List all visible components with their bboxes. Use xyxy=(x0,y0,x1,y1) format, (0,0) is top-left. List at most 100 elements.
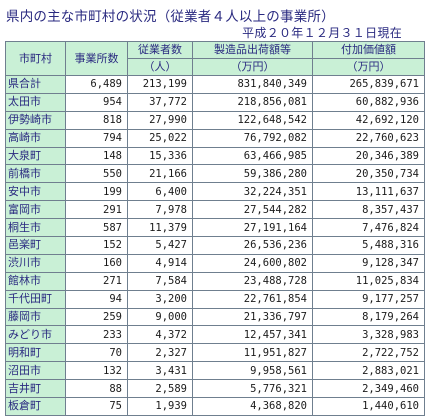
shipments-cell: 22,761,854 xyxy=(192,289,313,309)
employees-cell: 27,990 xyxy=(127,110,193,130)
table-row: 吉井町 88 2,589 5,776,321 2,349,460 xyxy=(5,379,425,399)
shipments-cell: 76,792,082 xyxy=(192,128,313,148)
municipality-name: 渋川市 xyxy=(5,253,66,273)
shipments-cell: 26,536,236 xyxy=(192,236,313,255)
municipality-name: 藤岡市 xyxy=(5,307,66,327)
municipality-name: 桐生市 xyxy=(5,218,66,238)
establishments-cell: 160 xyxy=(65,253,128,273)
municipality-table: 市町村 事業所数 従業者数 製造品出荷額等 付加価値額 （人） （万円） （万円… xyxy=(5,41,425,416)
table-body: 県合計 6,489 213,199 831,840,349 265,839,671 太田市… xyxy=(5,75,425,416)
shipments-cell: 59,386,280 xyxy=(192,164,313,184)
value-added-cell: 9,128,347 xyxy=(312,253,425,273)
employees-cell: 2,327 xyxy=(127,343,193,363)
employees-cell: 4,914 xyxy=(127,253,193,273)
value-added-cell: 1,440,610 xyxy=(312,397,425,416)
municipality-name: 高崎市 xyxy=(5,128,66,148)
employees-cell: 3,431 xyxy=(127,361,193,381)
value-added-cell: 11,025,834 xyxy=(312,271,425,291)
establishments-cell: 233 xyxy=(65,325,128,345)
header-establishments: 事業所数 xyxy=(65,41,128,76)
shipments-cell: 63,466,985 xyxy=(192,146,313,166)
shipments-cell: 122,648,542 xyxy=(192,110,313,130)
employees-cell: 6,400 xyxy=(127,182,193,202)
table-row: 大泉町 148 15,336 63,466,985 20,346,389 xyxy=(5,146,425,166)
establishments-cell: 75 xyxy=(65,397,128,416)
shipments-cell: 27,544,282 xyxy=(192,200,313,220)
employees-cell: 11,379 xyxy=(127,218,193,238)
establishments-cell: 291 xyxy=(65,200,128,220)
table-row: 桐生市 587 11,379 27,191,164 7,476,824 xyxy=(5,218,425,238)
establishments-cell: 818 xyxy=(65,110,128,130)
employees-cell: 213,199 xyxy=(127,75,193,94)
table-row: 館林市 271 7,584 23,488,728 11,025,834 xyxy=(5,271,425,291)
table-row: 県合計 6,489 213,199 831,840,349 265,839,671 xyxy=(5,75,425,94)
establishments-cell: 550 xyxy=(65,164,128,184)
table-row: 板倉町 75 1,939 4,368,820 1,440,610 xyxy=(5,397,425,416)
header-shipments: 製造品出荷額等 xyxy=(192,41,313,59)
header-municipality: 市町村 xyxy=(5,41,66,76)
page-title: 県内の主な市町村の状況（従業者４人以上の事業所） xyxy=(6,9,335,25)
establishments-cell: 132 xyxy=(65,361,128,381)
municipality-name: 伊勢崎市 xyxy=(5,110,66,130)
establishments-cell: 794 xyxy=(65,128,128,148)
shipments-cell: 5,776,321 xyxy=(192,379,313,399)
shipments-cell: 21,336,797 xyxy=(192,307,313,327)
establishments-cell: 271 xyxy=(65,271,128,291)
establishments-cell: 199 xyxy=(65,182,128,202)
establishments-cell: 954 xyxy=(65,92,128,112)
unit-shipments: （万円） xyxy=(192,58,313,76)
shipments-cell: 4,368,820 xyxy=(192,397,313,416)
establishments-cell: 94 xyxy=(65,289,128,309)
municipality-name: 明和町 xyxy=(5,343,66,363)
municipality-name: 千代田町 xyxy=(5,289,66,309)
table-row: みどり市 233 4,372 12,457,341 3,328,983 xyxy=(5,325,425,345)
establishments-cell: 152 xyxy=(65,236,128,255)
employees-cell: 7,584 xyxy=(127,271,193,291)
as-of-date: 平成２０年１２月３１日現在 xyxy=(242,26,402,40)
municipality-name: 邑楽町 xyxy=(5,236,66,255)
table-row: 千代田町 94 3,200 22,761,854 9,177,257 xyxy=(5,289,425,309)
value-added-cell: 20,346,389 xyxy=(312,146,425,166)
unit-value-added: （万円） xyxy=(312,58,425,76)
municipality-name: 館林市 xyxy=(5,271,66,291)
employees-cell: 1,939 xyxy=(127,397,193,416)
shipments-cell: 831,840,349 xyxy=(192,75,313,94)
municipality-name: 吉井町 xyxy=(5,379,66,399)
value-added-cell: 7,476,824 xyxy=(312,218,425,238)
municipality-name: みどり市 xyxy=(5,325,66,345)
table-row: 邑楽町 152 5,427 26,536,236 5,488,316 xyxy=(5,236,425,255)
table-row: 藤岡市 259 9,000 21,336,797 8,179,264 xyxy=(5,307,425,327)
shipments-cell: 27,191,164 xyxy=(192,218,313,238)
employees-cell: 25,022 xyxy=(127,128,193,148)
value-added-cell: 8,179,264 xyxy=(312,307,425,327)
municipality-name: 前橋市 xyxy=(5,164,66,184)
value-added-cell: 8,357,437 xyxy=(312,200,425,220)
establishments-cell: 148 xyxy=(65,146,128,166)
value-added-cell: 13,111,637 xyxy=(312,182,425,202)
value-added-cell: 60,882,936 xyxy=(312,92,425,112)
table-row: 高崎市 794 25,022 76,792,082 22,760,623 xyxy=(5,128,425,148)
unit-employees: （人） xyxy=(127,58,193,76)
municipality-name: 県合計 xyxy=(5,75,66,94)
employees-cell: 5,427 xyxy=(127,236,193,255)
value-added-cell: 2,883,021 xyxy=(312,361,425,381)
employees-cell: 9,000 xyxy=(127,307,193,327)
header-value-added: 付加価値額 xyxy=(312,41,425,59)
employees-cell: 3,200 xyxy=(127,289,193,309)
employees-cell: 7,978 xyxy=(127,200,193,220)
establishments-cell: 259 xyxy=(65,307,128,327)
employees-cell: 21,166 xyxy=(127,164,193,184)
municipality-name: 大泉町 xyxy=(5,146,66,166)
header-employees: 従業者数 xyxy=(127,41,193,59)
table-row: 伊勢崎市 818 27,990 122,648,542 42,692,120 xyxy=(5,110,425,130)
establishments-cell: 6,489 xyxy=(65,75,128,94)
value-added-cell: 42,692,120 xyxy=(312,110,425,130)
shipments-cell: 218,856,081 xyxy=(192,92,313,112)
value-added-cell: 2,349,460 xyxy=(312,379,425,399)
value-added-cell: 2,722,752 xyxy=(312,343,425,363)
table-row: 太田市 954 37,772 218,856,081 60,882,936 xyxy=(5,92,425,112)
table-row: 渋川市 160 4,914 24,600,802 9,128,347 xyxy=(5,253,425,273)
municipality-name: 板倉町 xyxy=(5,397,66,416)
shipments-cell: 23,488,728 xyxy=(192,271,313,291)
value-added-cell: 22,760,623 xyxy=(312,128,425,148)
